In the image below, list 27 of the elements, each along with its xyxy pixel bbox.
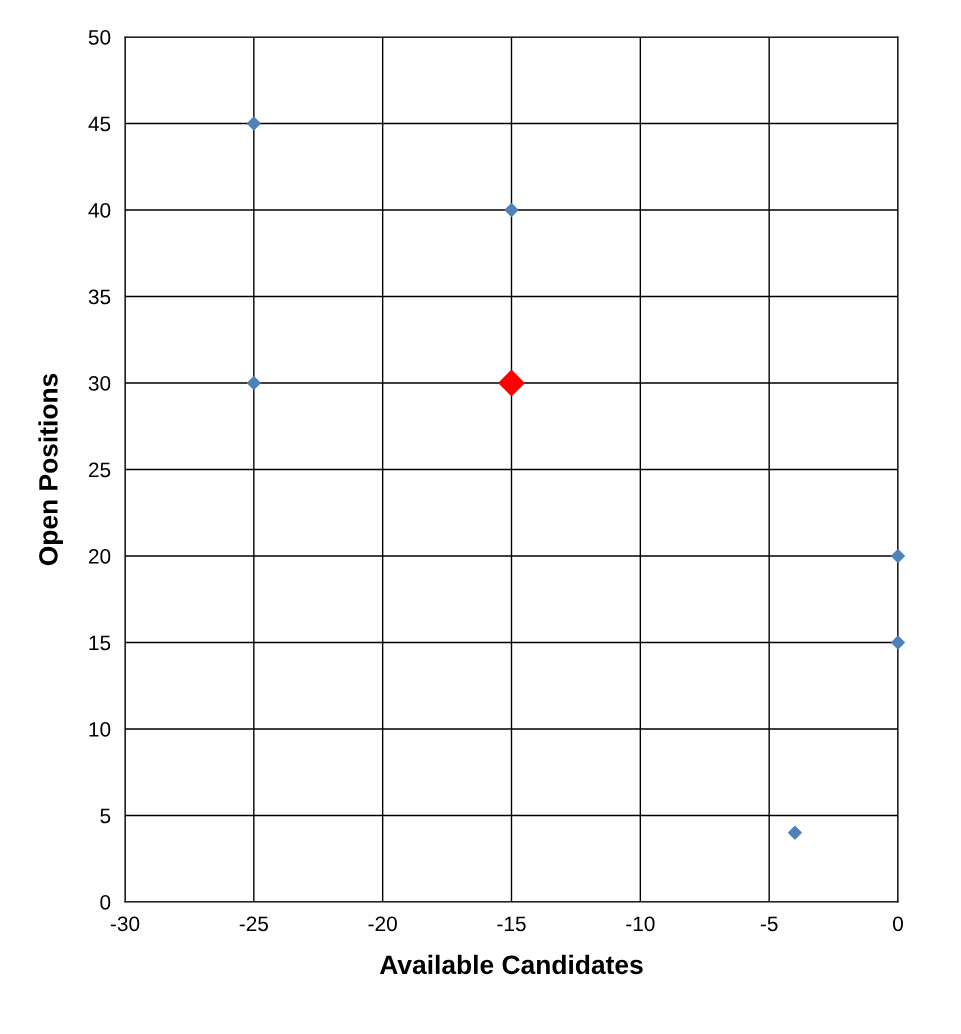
x-axis-title: Available Candidates: [379, 954, 643, 975]
y-axis-title: Open Positions: [38, 373, 63, 566]
x-tick-label: 0: [893, 916, 903, 932]
x-tick-label: -5: [760, 916, 778, 932]
point: [891, 635, 905, 650]
y-tick-label: 15: [89, 635, 111, 651]
point: [788, 825, 802, 840]
y-tick-label: 35: [88, 289, 111, 305]
x-tick-label: -20: [368, 916, 397, 932]
y-tick-label: 0: [100, 895, 111, 910]
point: [891, 549, 905, 563]
y-tick-label: 45: [88, 116, 111, 132]
x-tick-label: -10: [626, 916, 655, 932]
point: [246, 116, 261, 131]
x-tick-label: -15: [497, 916, 526, 932]
y-tick-label: 40: [88, 203, 111, 218]
y-tick-label: 25: [88, 462, 111, 478]
y-tick-label: 20: [88, 549, 111, 564]
x-tick-label: -25: [239, 916, 269, 932]
point: [246, 376, 261, 390]
x-tick-label: -30: [110, 916, 140, 932]
y-tick-label: 10: [89, 722, 111, 737]
y-tick-label: 5: [100, 808, 111, 824]
y-tick-label: 50: [88, 30, 111, 45]
point: [498, 369, 525, 397]
y-tick-label: 30: [88, 376, 111, 391]
point: [504, 203, 519, 217]
